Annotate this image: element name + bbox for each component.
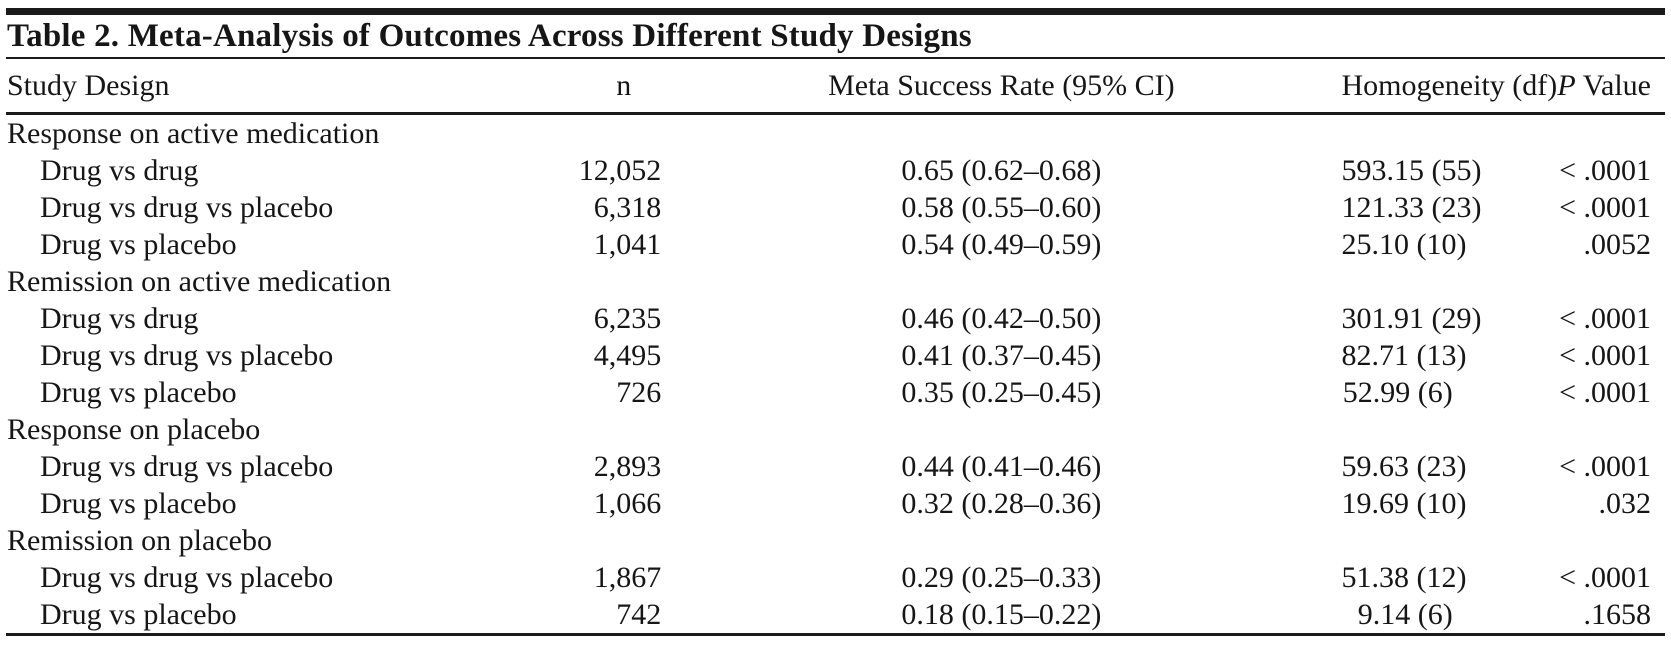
meta-analysis-table: Study Design n Meta Success Rate (95% CI… (6, 59, 1665, 636)
cell-meta-success-rate: 0.41 (0.37–0.45) (901, 338, 1102, 372)
cell-n: 6,318 (593, 190, 662, 224)
cell-meta-success-rate: 0.58 (0.55–0.60) (901, 190, 1102, 224)
table-row: Drug vs placebo 726 0.35 (0.25–0.45) 52.99 … (6, 374, 1665, 411)
cell-p-value: < .0001 (1559, 375, 1651, 409)
cell-study-design: Drug vs drug (40, 301, 199, 335)
table-row: Drug vs drug vs placebo 1,867 0.29 (0.25–0… (6, 559, 1665, 596)
cell-n: 726 (616, 375, 662, 409)
table-row: Drug vs drug 12,052 0.65 (0.62–0.68) 593.15… (6, 152, 1665, 189)
section-header-row: Remission on placebo (6, 522, 1665, 559)
cell-homogeneity: 19.69 (10) (1341, 486, 1467, 520)
section-header-label: Remission on active medication (7, 264, 392, 298)
cell-p-value: < .0001 (1559, 153, 1651, 187)
cell-study-design: Drug vs placebo (40, 486, 237, 520)
cell-p-value: < .0001 (1559, 301, 1651, 335)
cell-meta-success-rate: 0.65 (0.62–0.68) (901, 153, 1102, 187)
cell-n: 1,066 (593, 486, 662, 520)
cell-n: 12,052 (578, 153, 662, 187)
table-row: Drug vs drug 6,235 0.46 (0.42–0.50) 301.91 … (6, 300, 1665, 337)
cell-study-design: Drug vs drug vs placebo (40, 190, 334, 224)
cell-n: 4,495 (593, 338, 662, 372)
section-header-row: Response on active medication (6, 113, 1665, 152)
cell-meta-success-rate: 0.32 (0.28–0.36) (901, 486, 1102, 520)
section-header-row: Remission on active medication (6, 263, 1665, 300)
cell-study-design: Drug vs placebo (40, 227, 237, 261)
cell-homogeneity: 52.99 (6) (1342, 375, 1453, 409)
col-header-p-value: P Value (1490, 59, 1665, 115)
cell-homogeneity: 51.38 (12) (1341, 560, 1467, 594)
cell-study-design: Drug vs placebo (40, 597, 237, 631)
table-title: Table 2. Meta-Analysis of Outcomes Acros… (6, 15, 1665, 59)
cell-meta-success-rate: 0.46 (0.42–0.50) (901, 301, 1102, 335)
cell-meta-success-rate: 0.18 (0.15–0.22) (901, 597, 1102, 631)
cell-n: 1,867 (593, 560, 662, 594)
cell-homogeneity: 593.15 (55) (1341, 153, 1482, 187)
table-row: Drug vs drug vs placebo 2,893 0.44 (0.41–0… (6, 448, 1665, 485)
cell-homogeneity: 82.71 (13) (1341, 338, 1467, 372)
cell-n: 2,893 (593, 449, 662, 483)
cell-homogeneity: 25.10 (10) (1341, 227, 1467, 261)
section-header-row: Response on placebo (6, 411, 1665, 448)
section-header-label: Remission on placebo (7, 523, 272, 557)
cell-meta-success-rate: 0.29 (0.25–0.33) (901, 560, 1102, 594)
cell-meta-success-rate: 0.54 (0.49–0.59) (901, 227, 1102, 261)
cell-n: 1,041 (593, 227, 662, 261)
cell-p-value: < .0001 (1559, 449, 1651, 483)
cell-homogeneity: 121.33 (23) (1341, 190, 1482, 224)
cell-meta-success-rate: 0.44 (0.41–0.46) (901, 449, 1102, 483)
table-row: Drug vs placebo 1,066 0.32 (0.28–0.36) 19.6… (6, 485, 1665, 522)
table-top-rule (6, 8, 1665, 15)
cell-p-value: .032 (1598, 486, 1652, 520)
col-header-meta-success-rate: Meta Success Rate (95% CI) (661, 59, 1342, 115)
cell-study-design: Drug vs drug vs placebo (40, 449, 334, 483)
cell-n: 6,235 (593, 301, 662, 335)
cell-homogeneity: 59.63 (23) (1341, 449, 1467, 483)
cell-homogeneity: 9.14 (6) (1357, 597, 1453, 631)
table-row: Drug vs placebo 1,041 0.54 (0.49–0.59) 25.1… (6, 226, 1665, 263)
cell-p-value: < .0001 (1559, 190, 1651, 224)
cell-p-value: .1658 (1583, 597, 1652, 631)
cell-study-design: Drug vs drug (40, 153, 199, 187)
section-header-label: Response on active medication (7, 116, 380, 150)
cell-p-value: < .0001 (1559, 560, 1651, 594)
cell-study-design: Drug vs drug vs placebo (40, 560, 334, 594)
cell-p-value: .0052 (1583, 227, 1652, 261)
col-header-study-design: Study Design (6, 59, 438, 115)
column-header-row: Study Design n Meta Success Rate (95% CI… (6, 59, 1665, 115)
cell-homogeneity: 301.91 (29) (1341, 301, 1482, 335)
cell-meta-success-rate: 0.35 (0.25–0.45) (901, 375, 1102, 409)
table-body: Response on active medication Drug vs dru… (6, 113, 1665, 634)
col-header-homogeneity: Homogeneity (df) (1341, 59, 1557, 115)
cell-study-design: Drug vs placebo (40, 375, 237, 409)
cell-n: 742 (616, 597, 662, 631)
cell-study-design: Drug vs drug vs placebo (40, 338, 334, 372)
col-header-n: n (437, 59, 662, 115)
cell-p-value: < .0001 (1559, 338, 1651, 372)
section-header-label: Response on placebo (7, 412, 261, 446)
table-row: Drug vs placebo 742 0.18 (0.15–0.22) 9.14 (… (6, 596, 1665, 635)
table-row: Drug vs drug vs placebo 6,318 0.58 (0.55–0… (6, 189, 1665, 226)
table-row: Drug vs drug vs placebo 4,495 0.41 (0.37–0… (6, 337, 1665, 374)
